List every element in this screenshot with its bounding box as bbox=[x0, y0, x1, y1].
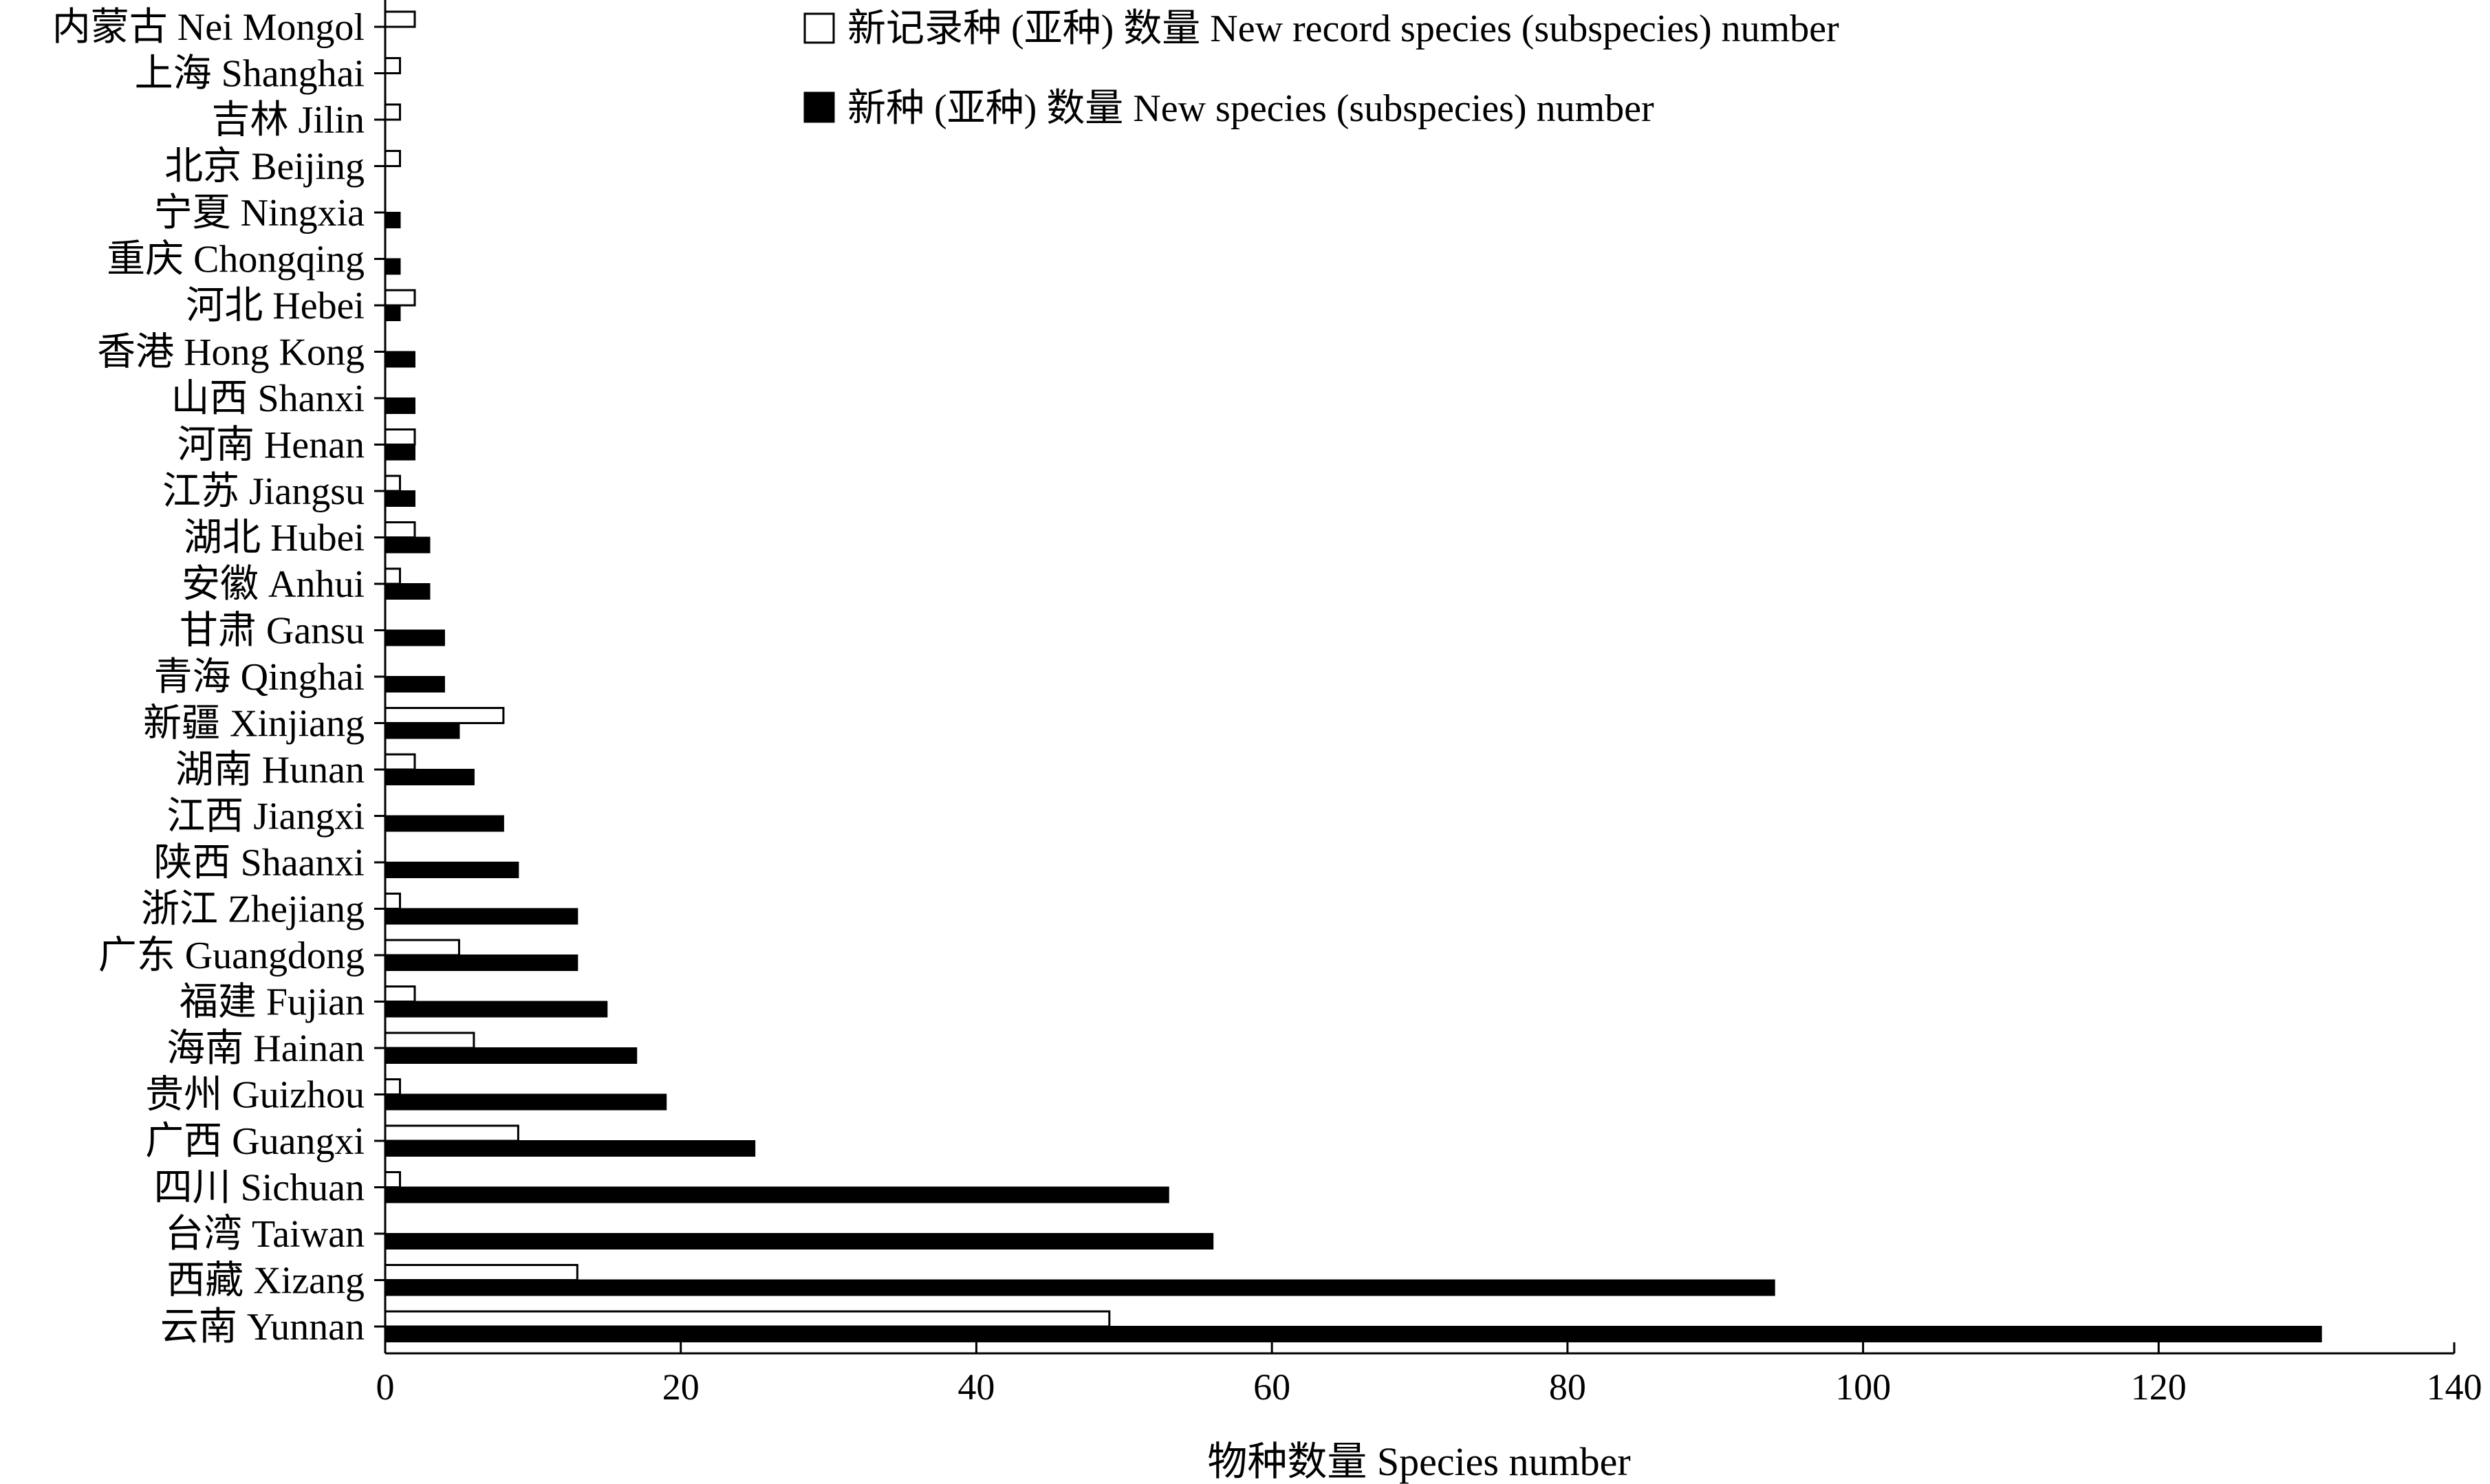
bar-new-record bbox=[384, 428, 416, 446]
bar-new-record bbox=[384, 567, 401, 585]
category-label: 广东 Guangdong bbox=[98, 935, 365, 977]
bar-new-record bbox=[384, 1078, 401, 1095]
category-label: 青海 Qinghai bbox=[154, 656, 365, 699]
category-label: 浙江 Zhejiang bbox=[141, 888, 365, 931]
category-label: 甘肃 Gansu bbox=[180, 610, 365, 653]
bar-new-record bbox=[384, 521, 416, 538]
category-label: 北京 Beijing bbox=[164, 146, 365, 188]
bar-new-record bbox=[384, 1124, 519, 1142]
bar-new-record bbox=[384, 1264, 578, 1281]
bar-new-species bbox=[385, 1186, 1169, 1203]
bar-new-record bbox=[384, 1032, 475, 1049]
category-label: 云南 Yunnan bbox=[160, 1306, 365, 1349]
bar-new-species bbox=[385, 1047, 638, 1064]
bar-new-species bbox=[385, 490, 415, 507]
category-label: 湖南 Hunan bbox=[175, 749, 365, 792]
category-label: 广西 Guangxi bbox=[145, 1120, 365, 1163]
bar-new-species bbox=[385, 815, 504, 832]
bar-new-record bbox=[384, 289, 416, 307]
bar-new-species bbox=[385, 583, 431, 600]
category-label: 河南 Henan bbox=[177, 424, 365, 467]
category-label: 上海 Shanghai bbox=[135, 53, 365, 96]
bar-new-species bbox=[385, 1233, 1214, 1250]
x-tick-label: 100 bbox=[1835, 1366, 1891, 1408]
bar-new-species bbox=[385, 1279, 1775, 1296]
bar-new-record bbox=[384, 103, 401, 121]
x-tick-label: 120 bbox=[2131, 1366, 2187, 1408]
legend: 新记录种 (亚种) 数量 New record species (subspec… bbox=[803, 8, 1839, 130]
x-tick-label: 40 bbox=[957, 1366, 995, 1408]
category-label: 安徽 Anhui bbox=[182, 563, 365, 606]
bar-new-species bbox=[385, 908, 578, 925]
bar-new-record bbox=[384, 1310, 1111, 1328]
x-tick-label: 60 bbox=[1253, 1366, 1290, 1408]
category-label: 台湾 Taiwan bbox=[165, 1213, 365, 1256]
bar-new-species bbox=[385, 722, 460, 739]
category-label: 陕西 Shaanxi bbox=[154, 842, 365, 884]
legend-label-new-record: 新记录种 (亚种) 数量 New record species (subspec… bbox=[847, 8, 1839, 50]
bar-new-species bbox=[385, 954, 578, 971]
bar-new-species bbox=[385, 676, 445, 692]
category-label: 江西 Jiangxi bbox=[166, 796, 365, 838]
bar-new-record bbox=[384, 707, 505, 724]
bar-new-record bbox=[384, 893, 401, 910]
bar-new-species bbox=[385, 1093, 667, 1111]
x-tick-label: 80 bbox=[1549, 1366, 1586, 1408]
bar-new-record bbox=[384, 939, 460, 957]
bar-new-record bbox=[384, 57, 401, 74]
x-tick-label: 140 bbox=[2427, 1366, 2482, 1408]
legend-label-new-species: 新种 (亚种) 数量 New species (subspecies) numb… bbox=[847, 87, 1654, 130]
bar-new-record bbox=[384, 753, 416, 771]
bar-new-record bbox=[384, 150, 401, 167]
bar-new-record bbox=[384, 1171, 401, 1188]
category-label: 贵州 Guizhou bbox=[145, 1074, 365, 1117]
bar-new-species bbox=[385, 305, 401, 321]
legend-swatch-new-record bbox=[803, 12, 835, 44]
category-label: 香港 Hong Kong bbox=[97, 331, 365, 374]
bar-new-record bbox=[384, 10, 416, 28]
bar-new-species bbox=[385, 1140, 756, 1157]
category-label: 海南 Hainan bbox=[166, 1027, 365, 1070]
bar-new-species bbox=[385, 536, 431, 554]
bar-new-species bbox=[385, 1001, 608, 1018]
category-label: 河北 Hebei bbox=[186, 285, 365, 327]
category-label: 江苏 Jiangsu bbox=[162, 470, 365, 513]
x-tick-label: 20 bbox=[662, 1366, 700, 1408]
bar-new-species bbox=[385, 444, 415, 461]
legend-swatch-new-species bbox=[803, 91, 835, 123]
category-label: 湖北 Hubei bbox=[184, 517, 365, 560]
category-label: 吉林 Jilin bbox=[212, 99, 365, 142]
bars-group bbox=[384, 10, 2322, 1342]
bar-new-species bbox=[385, 862, 519, 878]
category-label: 内蒙古 Nei Mongol bbox=[52, 6, 365, 49]
category-label: 新疆 Xinjiang bbox=[143, 703, 365, 745]
category-label: 山西 Shanxi bbox=[171, 378, 365, 420]
x-axis-title: 物种数量 Species number bbox=[1207, 1439, 1630, 1484]
bar-new-species bbox=[385, 258, 401, 275]
category-label: 宁夏 Ningxia bbox=[154, 192, 365, 234]
bar-new-species bbox=[385, 769, 475, 785]
x-ticks-group: 0 20 40 60 80 100 120 140 bbox=[376, 1342, 2482, 1408]
bar-new-species bbox=[385, 629, 445, 646]
category-label: 重庆 Chongqing bbox=[107, 239, 365, 281]
category-label: 四川 Sichuan bbox=[154, 1167, 365, 1210]
bar-new-record bbox=[384, 985, 416, 1003]
bar-new-species bbox=[385, 351, 415, 368]
bar-new-record bbox=[384, 474, 401, 492]
category-label: 西藏 Xizang bbox=[166, 1260, 365, 1302]
bar-new-species bbox=[385, 1326, 2322, 1342]
bar-new-species bbox=[385, 212, 401, 228]
category-label: 福建 Fujian bbox=[180, 981, 365, 1024]
bar-new-species bbox=[385, 397, 415, 414]
x-tick-label: 0 bbox=[376, 1366, 395, 1408]
